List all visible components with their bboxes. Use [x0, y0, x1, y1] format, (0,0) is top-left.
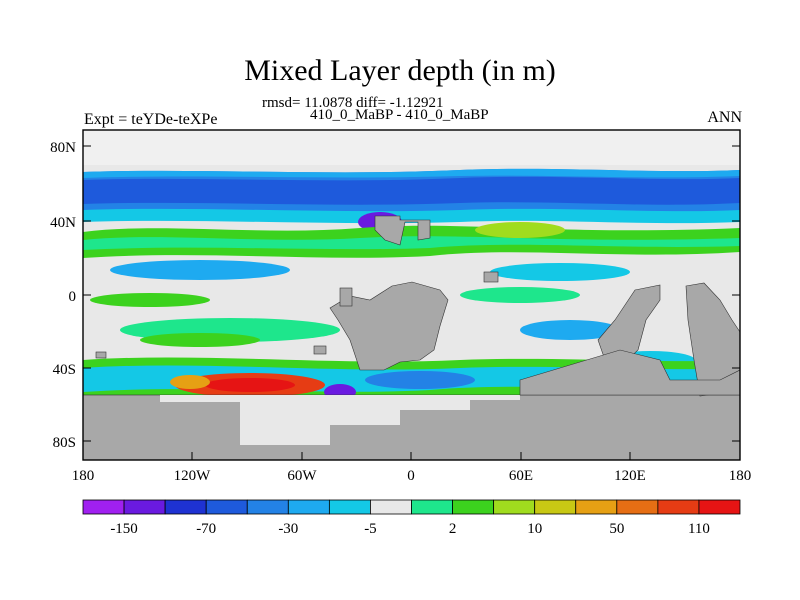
colorbar-label: 110 — [688, 521, 710, 537]
lat-label: 80N — [50, 140, 76, 156]
colorbar — [82, 499, 741, 515]
lon-label: 120E — [614, 468, 646, 484]
lat-label: 40S — [53, 362, 76, 378]
colorbar-swatch — [534, 499, 577, 515]
colorbar-label: 10 — [527, 521, 542, 537]
experiment-label: Expt = teYDe-teXPe — [84, 111, 218, 128]
season-label: ANN — [707, 109, 742, 126]
land-layer — [83, 215, 740, 460]
colorbar-swatch — [575, 499, 618, 515]
southern-land — [519, 349, 740, 396]
plot-title: Mixed Layer depth (in m) — [244, 54, 556, 87]
lat-label: 40N — [50, 215, 76, 231]
australia — [685, 282, 740, 397]
lon-label: 120W — [174, 468, 212, 484]
lat-label: 80S — [53, 435, 76, 451]
colorbar-swatch — [287, 499, 330, 515]
lon-label: 60W — [287, 468, 317, 484]
lon-label: 180 — [72, 468, 95, 484]
colorbar-label: -150 — [110, 521, 138, 537]
lon-label: 0 — [407, 468, 415, 484]
colorbar-swatch — [123, 499, 166, 515]
colorbar-label: 50 — [609, 521, 624, 537]
lat-label: 0 — [69, 289, 77, 305]
colorbar-label: -5 — [364, 521, 377, 537]
africa — [329, 281, 449, 371]
case-subtitle: 410_0_MaBP - 410_0_MaBP — [310, 107, 489, 123]
axis-ticks — [82, 145, 741, 460]
lon-label: 180 — [729, 468, 752, 484]
colorbar-swatch — [452, 499, 495, 515]
colorbar-swatch — [246, 499, 289, 515]
colorbar-swatch — [493, 499, 536, 515]
colorbar-label: -70 — [196, 521, 216, 537]
colorbar-swatch — [328, 499, 371, 515]
colorbar-swatch — [82, 499, 125, 515]
colorbar-swatch — [698, 499, 741, 515]
colorbar-swatch — [411, 499, 453, 515]
iberia-block — [374, 215, 431, 246]
colorbar-swatch — [616, 499, 659, 515]
stats-subtitle: rmsd= 11.0878 diff= -1.12921 — [262, 95, 444, 111]
colorbar-label: 2 — [449, 521, 457, 537]
colorbar-swatch — [205, 499, 248, 515]
colorbar-swatch — [164, 499, 207, 515]
lon-label: 60E — [509, 468, 533, 484]
north-blue-core — [83, 176, 740, 205]
colorbar-swatch — [657, 499, 700, 515]
colorbar-label: -30 — [278, 521, 298, 537]
colorbar-swatch — [370, 499, 412, 515]
arctic-band — [83, 130, 740, 165]
equatorial-cyan-patch — [110, 260, 290, 280]
colorbar-labels: -150 -70 -30 -5 2 10 50 110 — [110, 521, 710, 537]
